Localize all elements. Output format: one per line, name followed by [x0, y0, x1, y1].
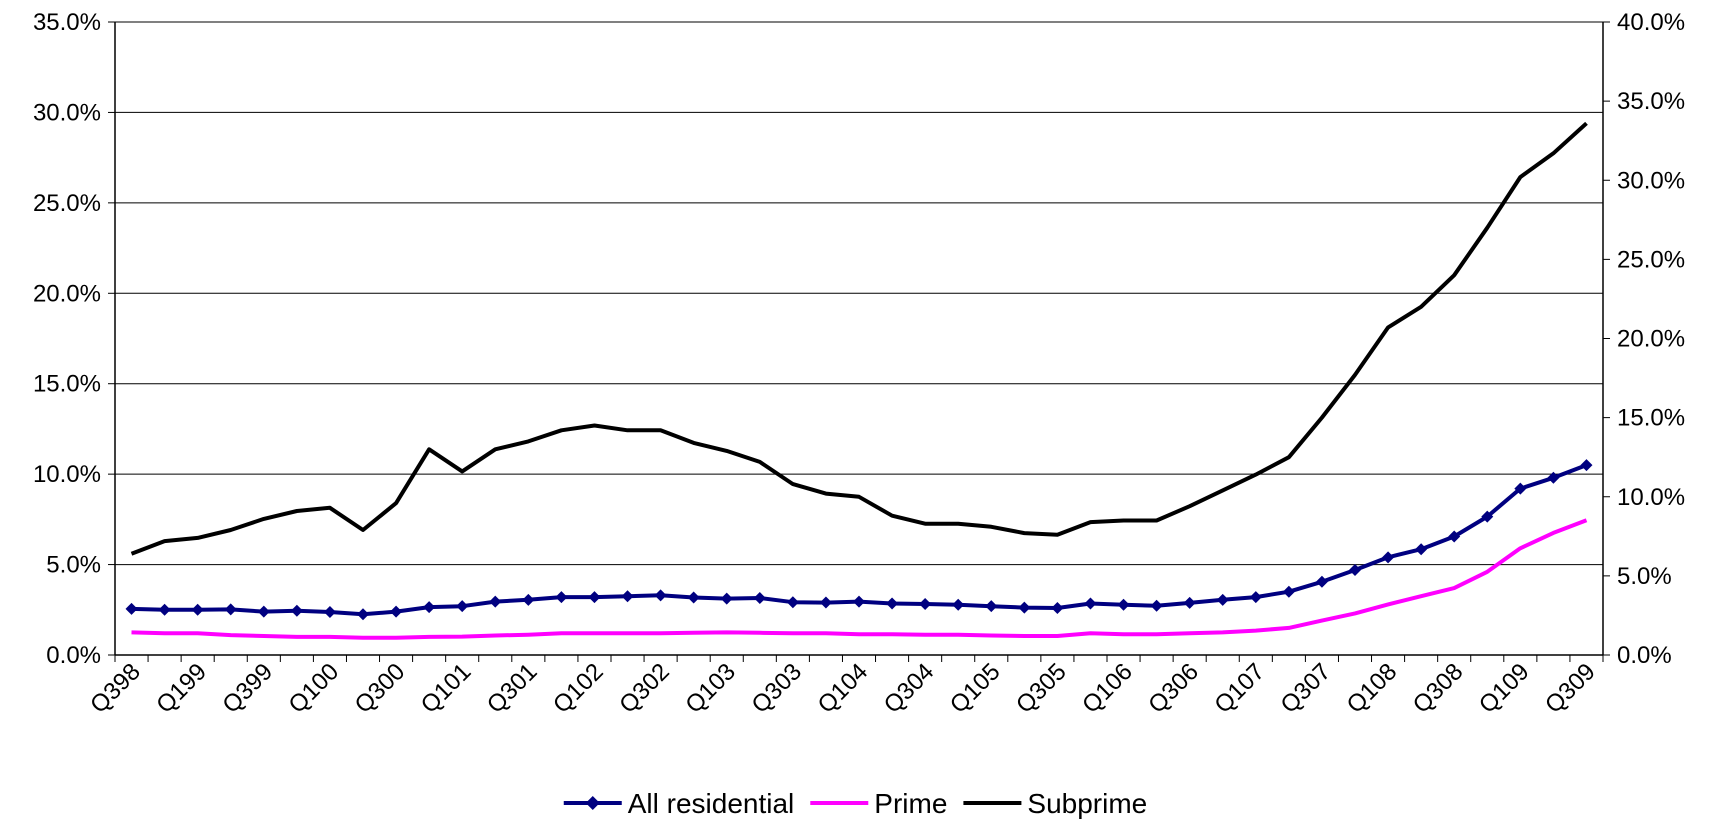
data-point-all-residential: [125, 602, 138, 615]
data-point-all-residential: [1448, 530, 1461, 543]
data-point-all-residential: [1117, 598, 1130, 611]
x-tick-label: Q303: [746, 658, 807, 719]
data-point-all-residential: [489, 595, 502, 608]
right-tick-label: 20.0%: [1617, 326, 1685, 353]
x-tick-label: Q307: [1276, 658, 1337, 719]
data-point-all-residential: [1547, 471, 1560, 484]
data-point-all-residential: [819, 596, 832, 609]
x-tick-label: Q101: [416, 658, 477, 719]
series-line-all-residential: [131, 463, 1588, 617]
data-point-all-residential: [357, 608, 369, 621]
x-tick-label: Q304: [879, 658, 940, 719]
right-axis-ticks: 0.0% 5.0% 10.0% 15.0% 20.0% 25.0% 30.0% 35.0% 40…: [1603, 9, 1685, 669]
left-tick-label: 5.0%: [46, 552, 101, 579]
data-point-all-residential: [853, 595, 865, 608]
data-point-all-residential: [886, 597, 899, 610]
x-tick-label: Q107: [1209, 658, 1270, 719]
x-tick-label: Q399: [217, 658, 278, 719]
series-line-prime: [131, 518, 1588, 640]
left-tick-label: 10.0%: [33, 461, 101, 488]
data-point-all-residential: [1349, 563, 1361, 576]
data-point-all-residential: [1216, 593, 1229, 606]
x-tick-label: Q309: [1540, 658, 1601, 719]
data-point-all-residential: [1051, 601, 1064, 614]
x-tick-label: Q199: [151, 658, 212, 719]
data-point-all-residential: [1514, 482, 1527, 495]
data-point-all-residential: [323, 605, 336, 618]
gridlines: [115, 21, 1603, 566]
x-tick-label: Q104: [813, 658, 874, 719]
left-tick-label: 20.0%: [33, 280, 101, 307]
x-tick-label: Q302: [614, 658, 675, 719]
right-tick-label: 35.0%: [1617, 88, 1685, 115]
data-point-all-residential: [1315, 575, 1328, 588]
data-point-all-residential: [191, 603, 204, 616]
data-point-all-residential: [985, 600, 998, 613]
right-tick-label: 0.0%: [1617, 642, 1672, 669]
right-tick-label: 15.0%: [1617, 405, 1685, 432]
data-point-all-residential: [456, 600, 469, 613]
data-point-all-residential: [588, 591, 601, 604]
left-tick-label: 30.0%: [33, 99, 101, 126]
data-point-all-residential: [423, 601, 436, 614]
data-point-all-residential: [1084, 597, 1097, 610]
right-tick-label: 25.0%: [1617, 246, 1685, 273]
right-tick-label: 5.0%: [1617, 563, 1672, 590]
data-point-all-residential: [1580, 459, 1593, 472]
x-tick-label: Q308: [1408, 658, 1469, 719]
legend-marker-all-residential: [585, 796, 600, 810]
left-axis-ticks: 0.0% 5.0% 10.0% 15.0% 20.0% 25.0% 30.0% 35.0%: [33, 9, 115, 669]
right-tick-label: 10.0%: [1617, 484, 1685, 511]
data-point-all-residential: [390, 605, 403, 618]
data-point-all-residential: [1282, 585, 1295, 598]
legend-label-subprime: Subprime: [1027, 788, 1147, 819]
x-tick-label: Q301: [482, 658, 543, 719]
x-axis-ticks: Q398 Q199 Q399 Q100 Q300 Q101 Q301 Q102 Q302 Q103…: [85, 655, 1604, 719]
data-point-all-residential: [1018, 601, 1031, 614]
data-point-all-residential: [1150, 599, 1163, 612]
data-point-all-residential: [224, 603, 237, 616]
legend: All residential Prime Subprime: [563, 788, 1147, 819]
x-tick-label: Q306: [1143, 658, 1204, 719]
left-tick-label: 15.0%: [33, 371, 101, 398]
legend-label-all-residential: All residential: [628, 788, 795, 819]
x-tick-label: Q102: [548, 658, 609, 719]
data-point-all-residential: [786, 596, 799, 609]
data-point-all-residential: [621, 590, 634, 603]
series-line-subprime: [130, 121, 1588, 556]
data-point-all-residential: [654, 589, 667, 602]
x-tick-label: Q106: [1077, 658, 1138, 719]
data-point-all-residential: [158, 603, 171, 616]
legend-label-prime: Prime: [874, 788, 947, 819]
right-tick-label: 30.0%: [1617, 167, 1685, 194]
right-tick-label: 40.0%: [1617, 9, 1685, 36]
x-tick-label: Q109: [1474, 658, 1535, 719]
data-point-all-residential: [290, 604, 303, 617]
data-point-all-residential: [1183, 596, 1196, 609]
data-point-all-residential: [720, 592, 733, 605]
x-tick-label: Q300: [350, 658, 411, 719]
data-point-all-residential: [1249, 591, 1262, 604]
data-point-all-residential: [522, 593, 535, 606]
data-point-all-residential: [1415, 543, 1428, 556]
data-point-all-residential: [753, 592, 766, 605]
data-point-all-residential: [555, 591, 568, 604]
data-point-all-residential: [687, 591, 700, 604]
left-tick-label: 25.0%: [33, 190, 101, 217]
data-point-all-residential: [257, 605, 270, 618]
x-tick-label: Q108: [1342, 658, 1403, 719]
x-tick-label: Q100: [284, 658, 345, 719]
data-point-all-residential: [1382, 551, 1395, 564]
data-point-all-residential: [919, 597, 932, 610]
x-tick-label: Q103: [680, 658, 741, 719]
left-tick-label: 35.0%: [33, 9, 101, 36]
x-tick-label: Q305: [1011, 658, 1072, 719]
data-point-all-residential: [1481, 510, 1494, 523]
x-tick-label: Q105: [945, 658, 1006, 719]
left-tick-label: 0.0%: [46, 642, 101, 669]
data-point-all-residential: [952, 598, 965, 611]
series-lines: [125, 121, 1593, 640]
